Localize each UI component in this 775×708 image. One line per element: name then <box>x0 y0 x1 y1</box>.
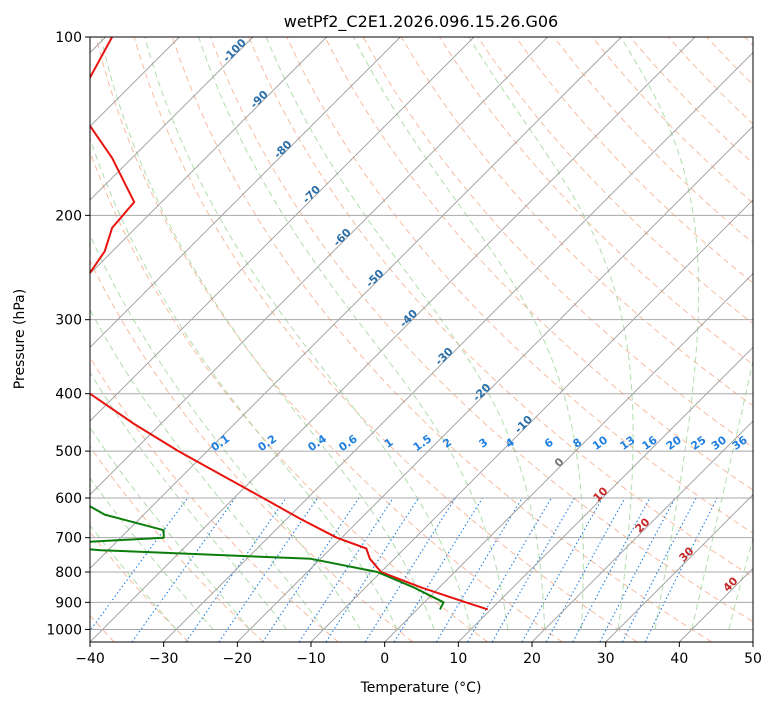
isotherm-line <box>90 37 475 422</box>
dry-adiabat-line <box>90 356 339 642</box>
series-layer <box>90 37 489 611</box>
x-tick-label: −20 <box>223 651 253 667</box>
isotherm-line <box>90 37 401 348</box>
dry-adiabat-line <box>324 37 753 491</box>
mixing-ratio-line <box>621 497 697 642</box>
mixing-ratio-line <box>131 497 236 642</box>
mixing-ratio-line <box>90 497 189 632</box>
dry-adiabat-line <box>210 37 753 623</box>
x-tick-label: −10 <box>296 651 326 667</box>
mixing-ratio-line <box>644 497 718 642</box>
y-tick-label: 400 <box>55 387 82 403</box>
dewpoint-line <box>90 505 445 610</box>
moist-adiabat-line <box>728 536 753 630</box>
moist-adiabat-line <box>90 426 251 630</box>
x-tick-label: −30 <box>149 651 179 667</box>
mixing-ratio-line <box>545 497 626 642</box>
isotherm-line <box>90 37 548 496</box>
dry-adiabat-line <box>515 37 753 284</box>
y-tick-label: 900 <box>55 595 82 611</box>
isotherm-line <box>605 494 753 642</box>
mixing-ratio-line <box>572 497 651 642</box>
dry-adiabat-line <box>286 37 753 534</box>
moist-adiabat-line <box>90 308 324 630</box>
chart-title: wetPf2_C2E1.2026.096.15.26.G06 <box>284 12 558 32</box>
y-tick-label: 1000 <box>46 622 82 638</box>
x-tick-label: 0 <box>380 651 389 667</box>
y-tick-label: 700 <box>55 531 82 547</box>
moist-adiabat-line <box>265 37 546 630</box>
x-tick-label: −40 <box>75 651 105 667</box>
isotherm-line <box>163 52 753 642</box>
y-tick-label: 500 <box>55 444 82 460</box>
temperature-line <box>90 37 489 611</box>
x-tick-label: 10 <box>449 651 467 667</box>
x-tick-label: 30 <box>597 651 615 667</box>
dry-adiabat-line <box>90 259 414 642</box>
dry-adiabat-line <box>90 445 264 642</box>
moist-adiabat-line <box>90 477 214 630</box>
y-axis-ticks: 100 200 300 400 500 600 700 800 900 1000 <box>46 30 90 638</box>
mixing-ratio-line <box>262 497 360 642</box>
moist-adiabat-line <box>144 37 472 630</box>
dry-adiabat-line <box>171 37 712 642</box>
moist-adiabat-line <box>90 371 288 630</box>
x-tick-label: 50 <box>744 651 762 667</box>
y-tick-label: 200 <box>55 208 82 224</box>
mixing-ratio-line <box>393 497 483 642</box>
moist-adiabat-line <box>100 37 435 630</box>
moist-adiabat-line <box>468 37 634 630</box>
y-tick-label: 800 <box>55 565 82 581</box>
moist-adiabat-line <box>90 136 398 630</box>
isotherm-line <box>237 125 753 642</box>
dry-adiabat-line <box>133 37 638 642</box>
isotherm-line <box>90 37 327 275</box>
isotherm-line <box>384 273 753 642</box>
isotherm-line <box>458 346 753 642</box>
dry-adiabat-line <box>95 37 563 642</box>
y-axis-label: Pressure (hPa) <box>12 289 28 389</box>
isotherm-line <box>90 37 254 201</box>
x-axis-ticks: −40 −30 −20 −10 0 10 20 30 40 50 <box>75 642 762 667</box>
mixing-ratio-line <box>435 497 523 642</box>
moist-adiabat-line <box>620 37 700 630</box>
x-axis-label: Temperature (°C) <box>360 680 482 696</box>
y-tick-label: 300 <box>55 313 82 329</box>
y-tick-label: 100 <box>55 30 82 46</box>
isotherm-line <box>310 199 753 642</box>
moist-adiabat-line <box>691 358 753 630</box>
y-tick-label: 600 <box>55 491 82 507</box>
dry-adiabat-line <box>248 37 753 578</box>
x-tick-label: 20 <box>523 651 541 667</box>
isotherm-line <box>90 37 696 642</box>
moist-adiabat-line <box>198 37 509 630</box>
plot-frame <box>89 36 754 643</box>
mixing-ratio-line <box>599 497 676 642</box>
isotherm-line <box>531 420 753 642</box>
moist-adiabat-line <box>353 37 584 630</box>
x-tick-label: 40 <box>670 651 688 667</box>
